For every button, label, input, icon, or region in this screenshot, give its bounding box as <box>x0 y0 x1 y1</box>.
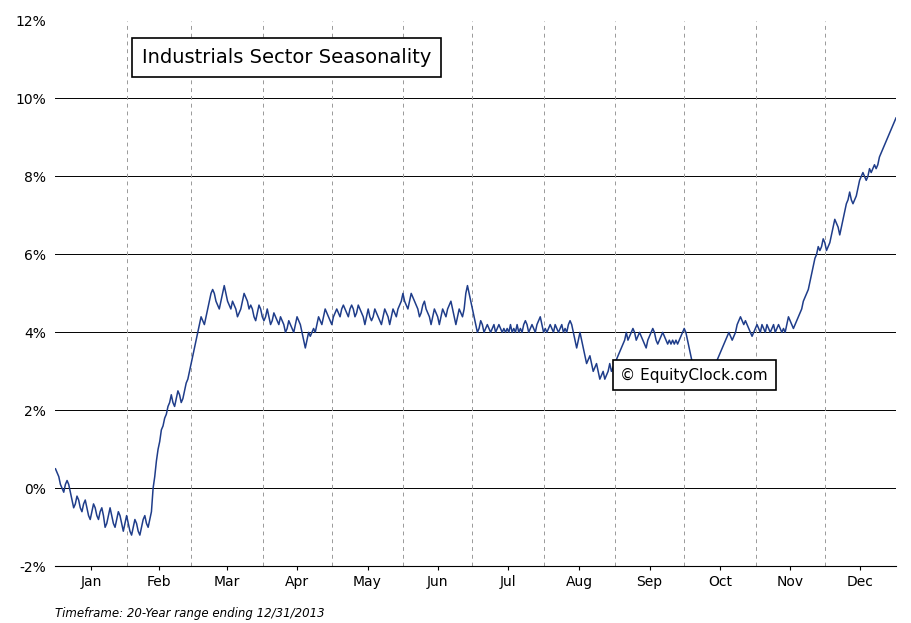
Text: Timeframe: 20-Year range ending 12/31/2013: Timeframe: 20-Year range ending 12/31/20… <box>55 607 324 620</box>
Text: Industrials Sector Seasonality: Industrials Sector Seasonality <box>142 48 431 67</box>
Text: © EquityClock.com: © EquityClock.com <box>620 368 768 383</box>
